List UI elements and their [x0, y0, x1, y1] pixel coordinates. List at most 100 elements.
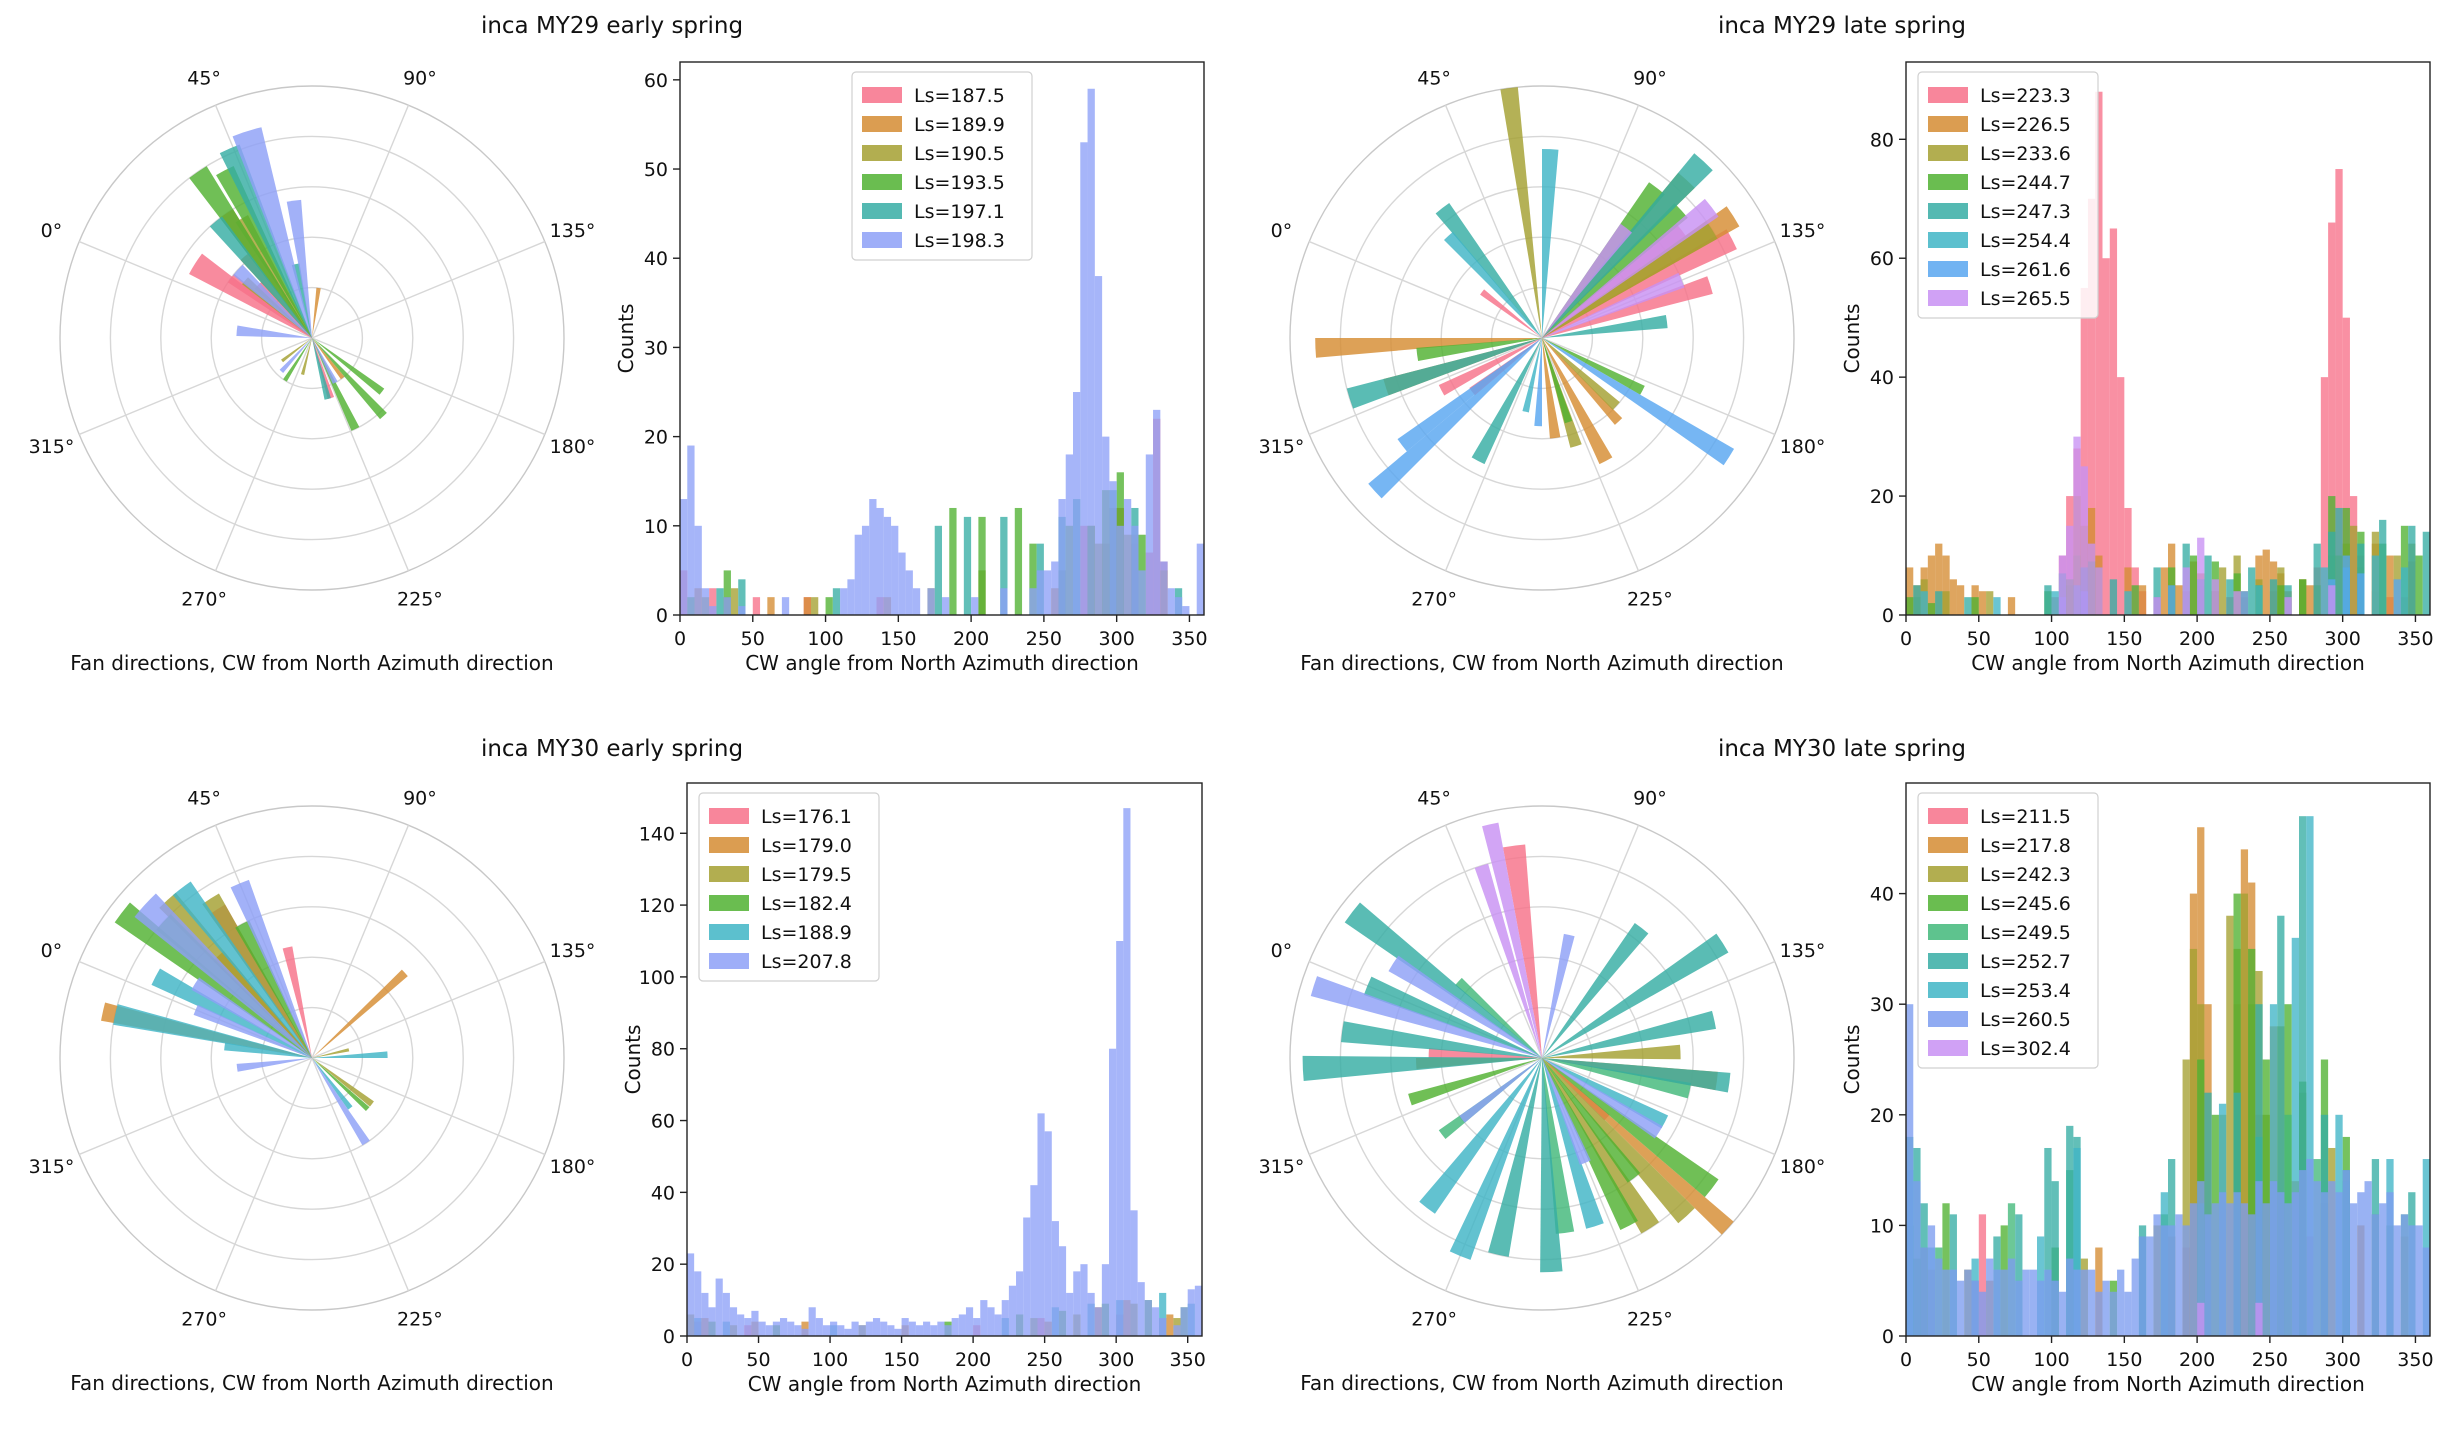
histogram-bar: [1051, 561, 1059, 615]
polar-spoke: [311, 337, 546, 436]
histogram-bar: [1978, 1214, 1987, 1336]
legend-entry-label: Ls=253.4: [1980, 980, 2071, 1002]
histogram-bar: [2007, 597, 2016, 615]
histogram-bar: [2131, 1258, 2139, 1336]
legend-swatch: [1928, 808, 1968, 824]
histogram-bar: [1160, 561, 1168, 615]
polar-angle-label: 135°: [1780, 220, 1826, 242]
histogram-bar: [1971, 597, 1979, 615]
histogram-bar: [2182, 567, 2190, 615]
y-tick-label: 40: [651, 1182, 675, 1204]
legend-entry-label: Ls=182.4: [761, 893, 852, 915]
polar-wedge: [312, 338, 385, 395]
histogram-bar: [1913, 1181, 1921, 1336]
polar-wedge: [1500, 87, 1542, 338]
histogram-bar: [2371, 555, 2380, 615]
polar-wedge: [1542, 220, 1718, 338]
histogram-bar: [2168, 1225, 2176, 1336]
legend-swatch: [1928, 203, 1968, 219]
polar-wedge: [312, 969, 408, 1058]
histogram-bar: [2269, 1004, 2278, 1336]
histogram-bar: [1949, 579, 1957, 615]
polar-wedge: [1542, 1058, 1638, 1230]
polar-angle-label: 45°: [187, 787, 221, 809]
histogram-bar: [898, 552, 906, 615]
histogram-bar: [2044, 1147, 2052, 1336]
polar-wedge: [286, 199, 312, 338]
polar-angle-label: 225°: [1627, 1309, 1673, 1331]
polar-wedge: [281, 338, 312, 363]
x-tick-label: 350: [1170, 1349, 1206, 1371]
legend-swatch: [862, 116, 902, 132]
histogram-bar: [2080, 1269, 2088, 1336]
histogram-chart: 0 50 100 150 200 250 300 350 0 20 40 60 80 100 120 140 C…: [621, 782, 1206, 1396]
polar-wedge: [1542, 1044, 1681, 1060]
histogram-bar: [2320, 1192, 2329, 1336]
y-tick-label: 0: [1882, 605, 1894, 627]
histogram-bar: [2299, 1170, 2307, 1336]
histogram-bar: [1087, 88, 1095, 615]
polar-spoke: [1541, 824, 1640, 1059]
histogram-bar: [2015, 1214, 2023, 1336]
x-tick-label: 50: [1967, 628, 1991, 650]
polar-spoke: [78, 240, 313, 339]
polar-angle-label: 45°: [187, 67, 221, 89]
legend-swatch: [1928, 837, 1968, 853]
histogram-bar: [973, 1318, 981, 1336]
histogram-bar: [1956, 585, 1965, 615]
polar-angle-label: 225°: [1627, 589, 1673, 611]
histogram-bar: [851, 1321, 859, 1336]
hist-ylabel: Counts: [621, 1025, 645, 1095]
polar-wedge: [1542, 1058, 1575, 1234]
histogram-bar: [1051, 1221, 1059, 1336]
legend-swatch: [709, 924, 749, 940]
polar-wedge: [1542, 153, 1713, 338]
polar-wedge: [1542, 1058, 1663, 1139]
histogram-bar: [1182, 606, 1190, 615]
polar-wedge: [312, 1048, 350, 1058]
polar-spoke: [1541, 104, 1640, 339]
histogram-bar: [1144, 1300, 1152, 1336]
histogram-bar: [942, 597, 950, 615]
histogram-bar: [2357, 573, 2365, 615]
histogram-bar: [837, 1325, 845, 1336]
polar-wedge: [1488, 1058, 1542, 1257]
histogram-bar: [2175, 585, 2183, 615]
histogram-bar: [915, 1325, 924, 1336]
histogram-bar: [1927, 603, 1936, 615]
polar-wedge: [1542, 203, 1688, 338]
x-tick-label: 350: [1171, 628, 1207, 650]
histogram-bar: [2240, 893, 2249, 1336]
histogram-bar: [1964, 1269, 1972, 1336]
polar-spoke: [78, 1057, 313, 1156]
histogram-bar: [2109, 1291, 2118, 1336]
histogram-bar: [2124, 507, 2132, 615]
histogram-bar: [2124, 591, 2132, 615]
histogram-bar: [2175, 1214, 2183, 1336]
histogram-bar: [2299, 579, 2307, 615]
histogram-bar: [825, 597, 833, 615]
histogram-bar: [1030, 1185, 1038, 1336]
x-tick-label: 150: [2106, 1349, 2142, 1371]
histogram-bar: [1993, 1269, 2001, 1336]
polar-wedge: [1416, 338, 1542, 361]
polar-wedge: [312, 287, 321, 338]
y-tick-label: 140: [639, 823, 675, 845]
hist-xlabel: CW angle from North Azimuth direction: [1971, 1372, 2365, 1396]
polar-spoke: [1308, 337, 1543, 436]
histogram-bars: [680, 88, 1204, 615]
histogram-bar: [2066, 525, 2074, 615]
histogram-bar: [2277, 915, 2285, 1336]
polar-angle-label: 0°: [41, 940, 63, 962]
legend-swatch: [709, 808, 749, 824]
polar-wedge: [236, 325, 312, 338]
histogram-bar: [2269, 1181, 2278, 1336]
polar-wedge: [300, 338, 312, 375]
polar-wedge: [1542, 1058, 1719, 1198]
polar-wedge: [1542, 223, 1633, 338]
histogram-bar: [1023, 1217, 1031, 1336]
histogram-bar: [2080, 287, 2088, 615]
polar-spoke: [311, 240, 546, 339]
polar-wedge: [1542, 1058, 1591, 1165]
